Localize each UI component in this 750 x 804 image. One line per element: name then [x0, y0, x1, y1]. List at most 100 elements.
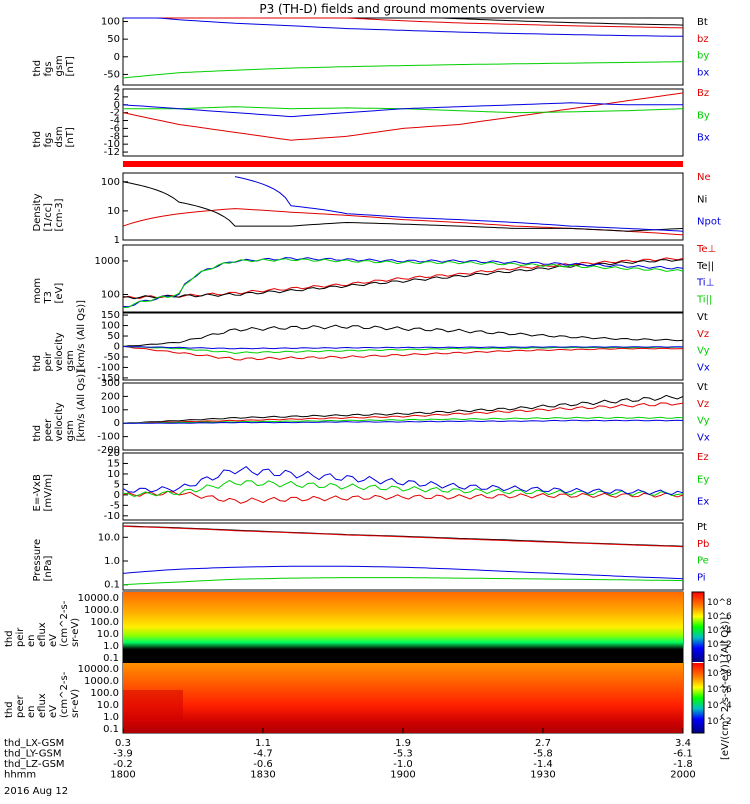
ylabel-line: [nT]: [65, 127, 76, 147]
ytick-label: 1000: [95, 256, 120, 267]
colorbar-tick: 10^0: [707, 654, 732, 664]
separator-bar: [123, 161, 683, 167]
xaxis-value: 1.9: [395, 738, 411, 749]
legend-entry: Ex: [697, 497, 709, 508]
ylabel-line: velocity: [54, 402, 65, 441]
ylabel-line: thd: [32, 425, 43, 442]
xaxis-value: -6.1: [673, 749, 693, 760]
ylabel-line: (cm^2-s-: [59, 671, 70, 718]
series-line-Bx: [122, 102, 683, 118]
legend-entry: bz: [697, 34, 709, 45]
ytick-label: 20: [107, 448, 120, 459]
xaxis-value: -5.3: [393, 749, 413, 760]
ytick-label: 0.1: [103, 724, 119, 735]
series-line-Npot: [234, 176, 684, 232]
ytick-label: -10: [104, 511, 120, 522]
series-line-Ey: [122, 479, 684, 498]
series-line-Pb: [122, 525, 684, 548]
series-line-Ne: [122, 208, 684, 236]
series-line-Ez: [122, 490, 684, 504]
xaxis-value: 1900: [390, 770, 415, 781]
series-line-Vt: [122, 324, 684, 347]
ylabel-line: (cm^2-s-: [59, 600, 70, 647]
xaxis-value: -5.8: [533, 749, 553, 760]
ytick-label: -100: [97, 432, 120, 443]
panel-frame-8: [122, 522, 684, 591]
ytick-label: 200: [101, 391, 120, 402]
xaxis-value: 1830: [250, 770, 275, 781]
series-line-Vz: [122, 345, 684, 361]
ytick-label: 150: [101, 310, 120, 321]
ytick-label: 10: [107, 469, 120, 480]
ylabel-line: en: [26, 706, 37, 719]
xaxis-row-label: thd_LX-GSM: [4, 738, 64, 749]
ytick-label: 2: [114, 92, 120, 103]
legend-entry: Ni: [697, 194, 707, 205]
xaxis-value: 1.1: [255, 738, 271, 749]
legend-entry: Ti||: [696, 294, 712, 305]
xaxis-row-label: thd_LY-GSM: [4, 749, 61, 760]
xaxis-value: 3.4: [675, 738, 691, 749]
figure-title: P3 (TH-D) fields and ground moments over…: [259, 2, 544, 16]
ylabel-line: en: [26, 635, 37, 648]
xaxis-value: -1.8: [673, 759, 693, 770]
series-line-Pi: [122, 565, 684, 580]
ytick-label: 0: [114, 52, 120, 63]
ytick-label: 100.0: [90, 617, 119, 628]
xaxis-value: 1930: [530, 770, 555, 781]
ylabel-line: thd: [4, 701, 15, 718]
legend-entry: Vz: [697, 399, 709, 410]
panel-frame-1: [122, 17, 684, 86]
ytick-label: 50: [107, 331, 120, 342]
ylabel-line: [eV]: [54, 283, 65, 304]
ytick-label: -100: [97, 362, 120, 373]
ylabel-line: peer: [43, 418, 54, 442]
legend-entry: Pi: [697, 572, 706, 583]
colorbar-tick: 10^4: [707, 626, 732, 636]
legend-entry: Vx: [697, 432, 710, 443]
series-line-Vx: [122, 346, 684, 350]
ylabel-line: peir: [43, 351, 54, 371]
ylabel-line: velocity: [54, 332, 65, 371]
legend-entry: By: [697, 110, 710, 121]
ylabel-line: gsm: [65, 420, 76, 441]
legend-entry: Ti⊥: [696, 278, 714, 289]
legend-entry: bx: [697, 67, 709, 78]
ytick-label: 10000.0: [78, 593, 119, 604]
series-line-by: [122, 61, 684, 79]
legend-entry: Vz: [697, 329, 709, 340]
ytick-label: -12: [104, 147, 120, 158]
legend-entry: Bz: [697, 88, 709, 99]
ylabel-line: Density: [32, 193, 43, 231]
colorbar-ion: [692, 592, 704, 662]
ytick-label: 1000.0: [84, 676, 119, 687]
panel-frame-2: [122, 88, 684, 157]
ylabel-line: gsm: [65, 350, 76, 371]
ylabel-line: thd: [32, 131, 43, 148]
xaxis-value: 2000: [670, 770, 695, 781]
ytick-label: -200: [97, 445, 120, 456]
series-line-Ex: [122, 465, 684, 496]
legend-entry: Vt: [697, 312, 708, 323]
ylabel-line: mom: [32, 278, 43, 304]
ylabel-line: [1/cc]: [43, 203, 54, 232]
colorbar-tick: 10^6: [707, 612, 732, 622]
xaxis-value: -0.6: [253, 759, 273, 770]
ylabel-line: sr-eV): [70, 618, 81, 647]
ylabel-line: [km/s (All Qs)]: [76, 370, 87, 442]
legend-entry: Pe: [697, 556, 709, 567]
xaxis-row-label: thd_LZ-GSM: [4, 759, 65, 770]
ytick-label: 10.0: [97, 700, 119, 711]
legend-entry: Vx: [697, 362, 710, 373]
legend-entry: Te||: [696, 261, 714, 272]
ytick-label: 0: [114, 100, 120, 111]
colorbar-tick: 10^4: [707, 701, 732, 711]
legend-entry: Vy: [697, 416, 710, 427]
ylabel-line: [nT]: [65, 56, 76, 76]
ytick-label: 100: [101, 405, 120, 416]
ytick-label: 1: [114, 235, 120, 246]
ytick-label: 0: [114, 490, 120, 501]
colorbar-frame: [691, 591, 705, 734]
colorbar-tick: 10^8: [707, 669, 732, 679]
ytick-label: 1.0: [103, 641, 119, 652]
